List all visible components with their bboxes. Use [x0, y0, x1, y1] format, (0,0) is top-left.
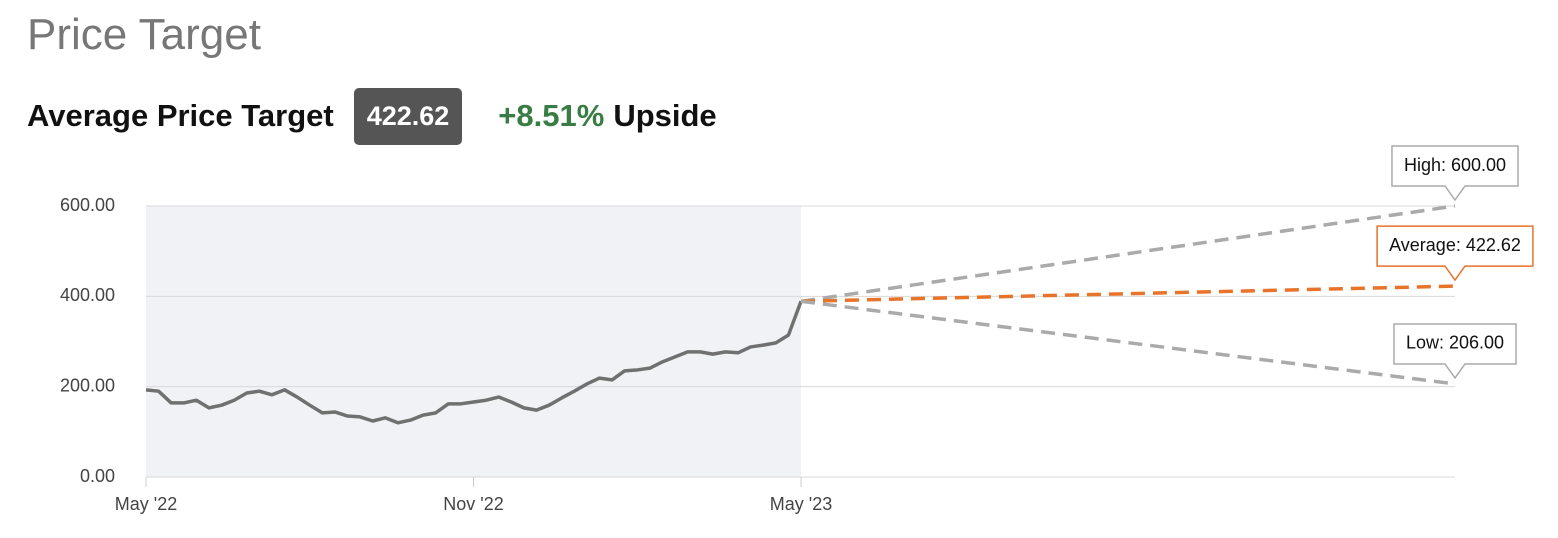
y-tick-label: 200.00: [60, 375, 115, 395]
target-callout: Low: 206.00: [1393, 323, 1517, 380]
summary-row: Average Price Target 422.62 +8.51% Upsid…: [27, 86, 717, 146]
callout-box: [1391, 145, 1519, 202]
target-callout: High: 600.00: [1391, 145, 1519, 202]
page-title: Price Target: [27, 10, 261, 59]
y-tick-label: 400.00: [60, 285, 115, 305]
price-line: [145, 300, 803, 425]
y-tick-label: 0.00: [80, 466, 115, 486]
target-line: [800, 299, 1456, 386]
change: +8.51%: [498, 98, 605, 133]
change-note: Upside: [613, 98, 717, 133]
callout-label: Low: 206.00: [1406, 333, 1504, 353]
x-tick-label: Nov '22: [443, 494, 503, 514]
target-callout: Average: 422.62: [1376, 225, 1534, 282]
average-badge: 422.62: [353, 87, 463, 145]
summary-label: Average Price Target: [27, 98, 334, 133]
y-tick-label: 600.00: [60, 195, 115, 215]
callout-label: High: 600.00: [1404, 155, 1506, 175]
callout-box: [1393, 323, 1517, 380]
x-tick-label: May '23: [770, 494, 832, 514]
callout-label: Average: 422.62: [1389, 235, 1521, 255]
callout-box: [1376, 225, 1534, 282]
history-shade: [146, 206, 801, 477]
target-line: [800, 204, 1456, 304]
x-tick-label: May '22: [115, 494, 177, 514]
